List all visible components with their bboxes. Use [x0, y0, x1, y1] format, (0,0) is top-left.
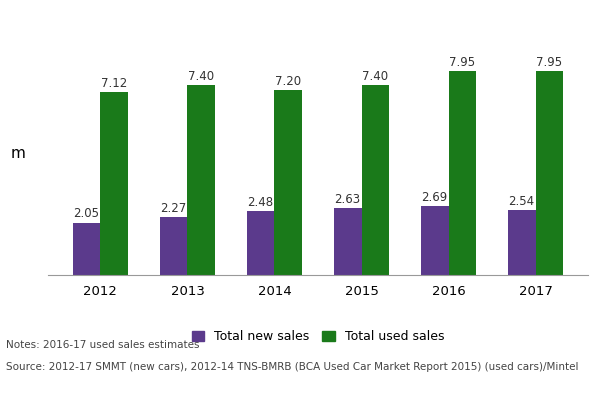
Text: 2.48: 2.48	[247, 196, 274, 209]
Text: 2.63: 2.63	[335, 193, 361, 206]
Bar	[160, 217, 187, 275]
Text: 2.05: 2.05	[73, 208, 100, 220]
Text: 2.54: 2.54	[509, 195, 535, 208]
Text: 7.95: 7.95	[536, 56, 563, 69]
Bar	[274, 90, 302, 275]
Bar	[100, 92, 128, 275]
Bar	[334, 208, 362, 275]
Bar	[449, 71, 476, 275]
Bar	[421, 206, 449, 275]
Bar	[362, 85, 389, 275]
Text: m: m	[10, 146, 25, 161]
Text: Source: 2012-17 SMMT (new cars), 2012-14 TNS-BMRB (BCA Used Car Market Report 20: Source: 2012-17 SMMT (new cars), 2012-14…	[6, 362, 578, 372]
Bar	[247, 211, 274, 275]
Bar	[187, 85, 215, 275]
Text: 2.27: 2.27	[160, 202, 187, 215]
Bar	[508, 210, 536, 275]
Text: 7.95: 7.95	[449, 56, 476, 69]
Text: 7.12: 7.12	[101, 77, 127, 90]
Text: 7.20: 7.20	[275, 75, 301, 88]
Text: 7.40: 7.40	[188, 70, 214, 83]
Bar	[73, 222, 100, 275]
Text: 7.40: 7.40	[362, 70, 389, 83]
Text: Notes: 2016-17 used sales estimates: Notes: 2016-17 used sales estimates	[6, 340, 199, 350]
Legend: Total new sales, Total used sales: Total new sales, Total used sales	[187, 325, 449, 348]
Bar	[536, 71, 563, 275]
Text: 2.69: 2.69	[422, 191, 448, 204]
